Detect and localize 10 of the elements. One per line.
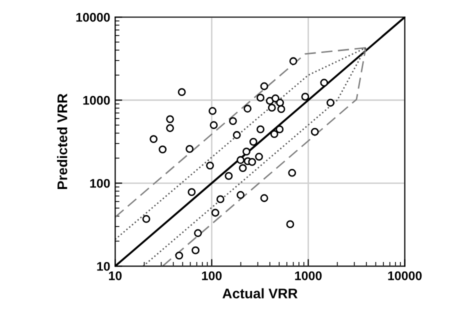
y-axis-title: Predicted VRR [57, 94, 68, 189]
x-tick-label: 10000 [388, 271, 422, 280]
y-tick-label: 10 [97, 262, 110, 271]
x-tick-label: 1000 [295, 271, 322, 280]
x-tick-label: 10 [109, 271, 122, 280]
x-tick-label: 100 [202, 271, 222, 280]
y-tick-label: 10000 [76, 12, 110, 22]
x-axis-title: Actual VRR [222, 288, 298, 298]
y-tick-label: 1000 [83, 96, 110, 105]
y-tick-label: 100 [90, 178, 110, 188]
